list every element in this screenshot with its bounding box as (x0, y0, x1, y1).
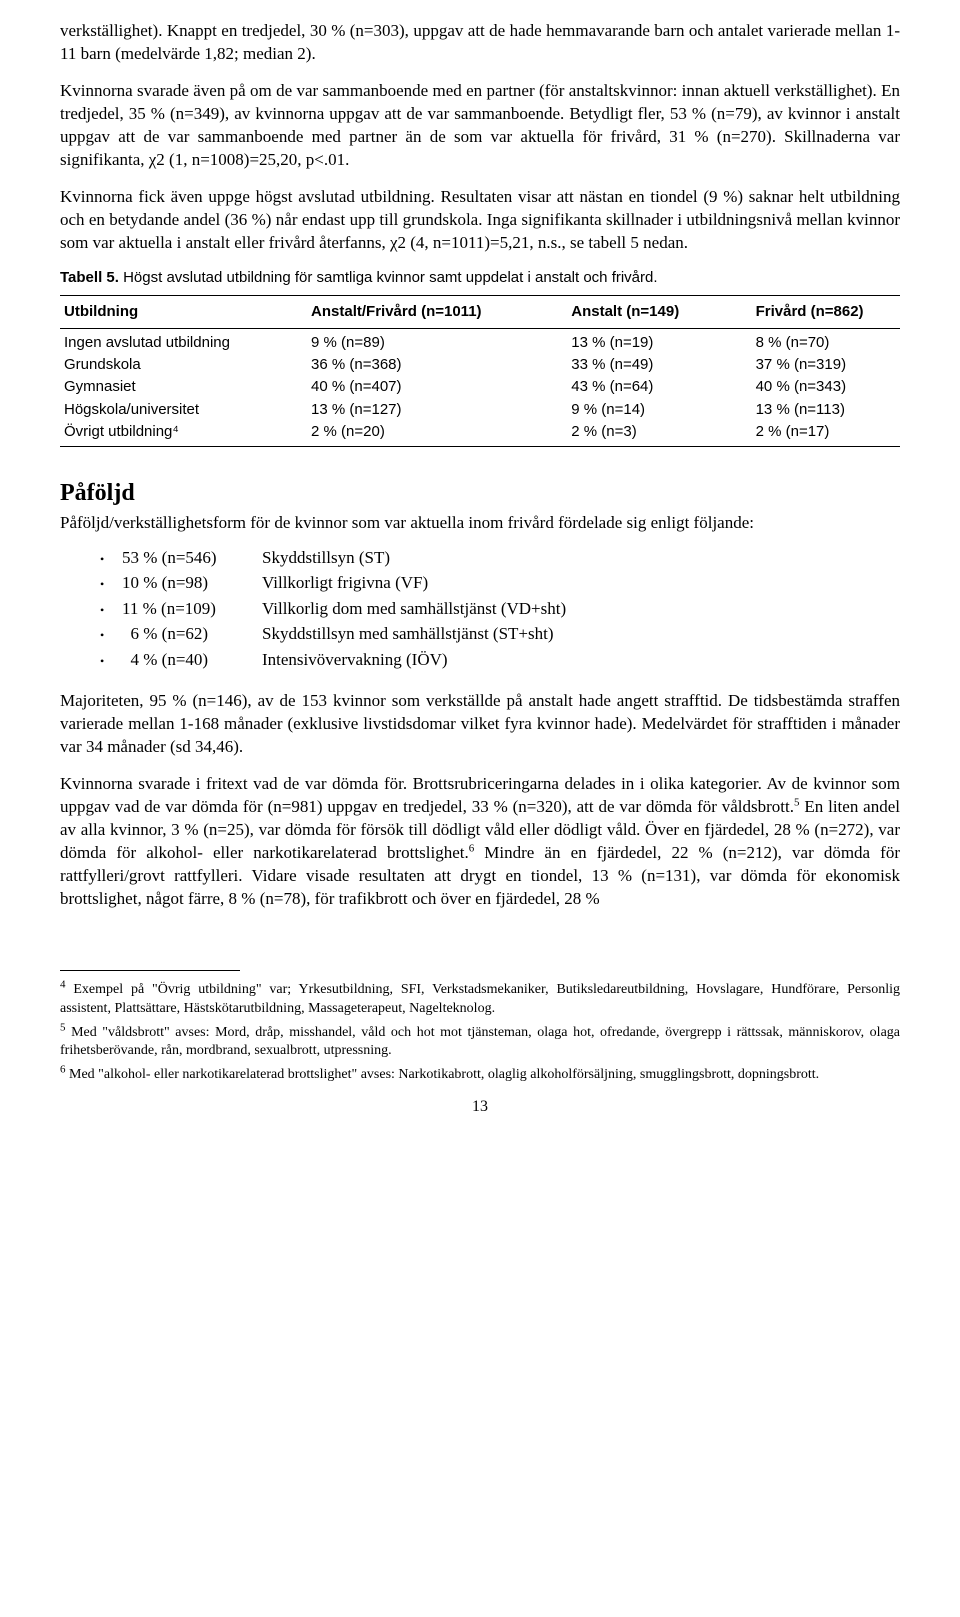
table5-header-1: Anstalt/Frivård (n=1011) (271, 295, 531, 328)
paragraph-6a: Kvinnorna svarade i fritext vad de var d… (60, 774, 900, 816)
bullet-icon: • (100, 601, 122, 619)
table-cell: 37 % (n=319) (716, 354, 900, 376)
table-cell: 36 % (n=368) (271, 354, 531, 376)
table-cell: 13 % (n=19) (531, 328, 715, 354)
footnote-rule (60, 970, 240, 971)
list-item: • 4 % (n=40)Intensivövervakning (IÖV) (100, 647, 900, 673)
bullet-icon: • (100, 652, 122, 670)
table-cell: 13 % (n=127) (271, 399, 531, 421)
list-item: • 6 % (n=62)Skyddstillsyn med samhällstj… (100, 621, 900, 647)
footnote-5: 5 Med "våldsbrott" avses: Mord, dråp, mi… (60, 1024, 900, 1060)
table5-caption-text: Högst avslutad utbildning för samtliga k… (119, 269, 658, 286)
table-cell: 2 % (n=3) (531, 421, 715, 447)
footnote-4: 4 Exempel på "Övrig utbildning" var; Yrk… (60, 981, 900, 1017)
table-cell: 9 % (n=14) (531, 399, 715, 421)
list-item: •11 % (n=109)Villkorlig dom med samhälls… (100, 596, 900, 622)
table5-header-2: Anstalt (n=149) (531, 295, 715, 328)
sentence-pct: 53 % (n=546) (122, 545, 262, 571)
sentence-pct: 6 % (n=62) (122, 621, 262, 647)
table-row: Gymnasiet 40 % (n=407) 43 % (n=64) 40 % … (60, 376, 900, 398)
list-item: •53 % (n=546)Skyddstillsyn (ST) (100, 545, 900, 571)
paragraph-1: verkställighet). Knappt en tredjedel, 30… (60, 20, 900, 66)
bullet-icon: • (100, 626, 122, 644)
table-cell: 2 % (n=17) (716, 421, 900, 447)
table-row: Grundskola 36 % (n=368) 33 % (n=49) 37 %… (60, 354, 900, 376)
sentence-pct: 11 % (n=109) (122, 596, 262, 622)
table5-caption-label: Tabell 5. (60, 269, 119, 286)
footnote-6-text: Med "alkohol- eller narkotikarelaterad b… (69, 1067, 819, 1082)
sentence-pct: 10 % (n=98) (122, 570, 262, 596)
table5: Utbildning Anstalt/Frivård (n=1011) Anst… (60, 295, 900, 448)
table-cell: Övrigt utbildning⁴ (60, 421, 271, 447)
table-cell: 9 % (n=89) (271, 328, 531, 354)
paragraph-6: Kvinnorna svarade i fritext vad de var d… (60, 773, 900, 911)
sentence-list: •53 % (n=546)Skyddstillsyn (ST) •10 % (n… (100, 545, 900, 673)
table-cell: Högskola/universitet (60, 399, 271, 421)
footnote-6: 6 Med "alkohol- eller narkotikarelaterad… (60, 1066, 900, 1084)
table-cell: 40 % (n=407) (271, 376, 531, 398)
table5-caption: Tabell 5. Högst avslutad utbildning för … (60, 268, 900, 288)
table-row: Högskola/universitet 13 % (n=127) 9 % (n… (60, 399, 900, 421)
table-cell: 40 % (n=343) (716, 376, 900, 398)
footnote-4-text: Exempel på "Övrig utbildning" var; Yrkes… (60, 982, 900, 1015)
list-item: •10 % (n=98)Villkorligt frigivna (VF) (100, 570, 900, 596)
sentence-label: Skyddstillsyn med samhällstjänst (ST+sht… (262, 621, 554, 647)
footnote-5-text: Med "våldsbrott" avses: Mord, dråp, miss… (60, 1025, 900, 1058)
table-cell: Grundskola (60, 354, 271, 376)
sentence-pct: 4 % (n=40) (122, 647, 262, 673)
table-row: Ingen avslutad utbildning 9 % (n=89) 13 … (60, 328, 900, 354)
table-cell: Ingen avslutad utbildning (60, 328, 271, 354)
bullet-icon: • (100, 550, 122, 568)
table5-header-0: Utbildning (60, 295, 271, 328)
table-row: Övrigt utbildning⁴ 2 % (n=20) 2 % (n=3) … (60, 421, 900, 447)
table-cell: 2 % (n=20) (271, 421, 531, 447)
table-cell: Gymnasiet (60, 376, 271, 398)
sentence-label: Intensivövervakning (IÖV) (262, 647, 448, 673)
section-heading-pafoljd: Påföljd (60, 477, 900, 509)
page-number: 13 (60, 1096, 900, 1118)
table-cell: 8 % (n=70) (716, 328, 900, 354)
table-cell: 43 % (n=64) (531, 376, 715, 398)
paragraph-3: Kvinnorna fick även uppge högst avslutad… (60, 186, 900, 255)
table-cell: 33 % (n=49) (531, 354, 715, 376)
sentence-label: Skyddstillsyn (ST) (262, 545, 390, 571)
sentence-label: Villkorligt frigivna (VF) (262, 570, 428, 596)
sentence-label: Villkorlig dom med samhällstjänst (VD+sh… (262, 596, 566, 622)
paragraph-4: Påföljd/verkställighetsform för de kvinn… (60, 512, 900, 535)
paragraph-2: Kvinnorna svarade även på om de var samm… (60, 80, 900, 172)
bullet-icon: • (100, 575, 122, 593)
paragraph-5: Majoriteten, 95 % (n=146), av de 153 kvi… (60, 690, 900, 759)
table5-header-3: Frivård (n=862) (716, 295, 900, 328)
table-cell: 13 % (n=113) (716, 399, 900, 421)
